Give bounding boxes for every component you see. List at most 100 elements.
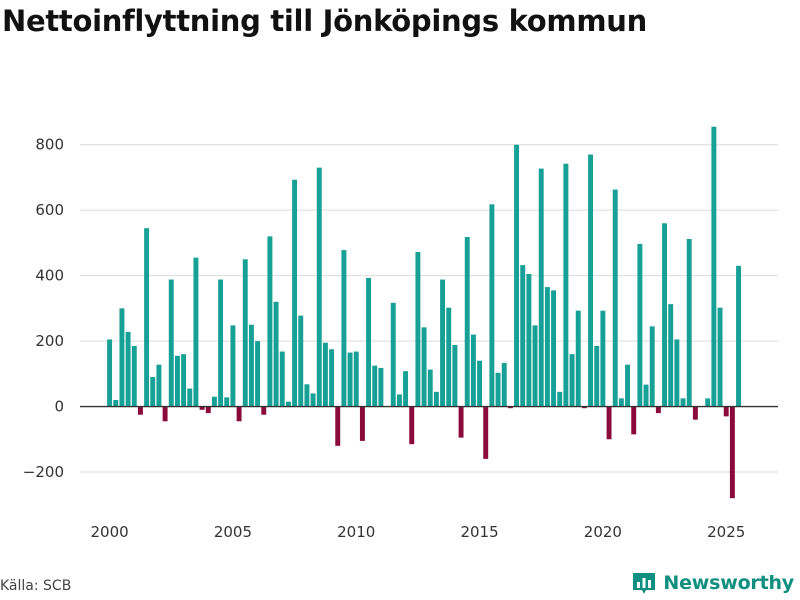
bar (711, 126, 717, 407)
bar (273, 301, 279, 407)
bar (415, 252, 421, 407)
bar (248, 324, 254, 407)
bar (292, 179, 298, 407)
bar (717, 307, 723, 407)
y-tick-label: −200 (23, 463, 64, 481)
bar (125, 331, 131, 407)
bar (298, 315, 304, 407)
bar (637, 243, 643, 407)
bar (359, 406, 365, 441)
bar (372, 365, 378, 407)
bar (131, 346, 137, 407)
bar (692, 406, 698, 420)
bar (396, 394, 402, 407)
bar (421, 327, 427, 407)
bar (255, 341, 261, 407)
bar (569, 354, 575, 407)
bar (409, 406, 415, 445)
bar (322, 342, 328, 407)
grid-lines (80, 144, 778, 473)
bar (199, 406, 205, 410)
bar (705, 398, 711, 407)
x-tick-label: 2000 (91, 523, 129, 541)
bar (662, 223, 668, 407)
y-tick-labels: −200 0 200 400 600 800 (23, 136, 64, 481)
y-tick-label: 200 (35, 332, 64, 350)
bar (341, 250, 347, 407)
bar (242, 259, 248, 407)
bar (279, 351, 285, 407)
bar (440, 279, 446, 407)
bar (304, 384, 310, 407)
bar (403, 371, 409, 407)
bar (557, 391, 563, 407)
bar (625, 364, 631, 407)
x-tick-label: 2020 (584, 523, 622, 541)
bar (489, 204, 495, 407)
bar (526, 274, 532, 407)
bar (335, 406, 341, 446)
bar (532, 325, 538, 407)
bar (538, 168, 544, 407)
bar (156, 364, 162, 407)
bar (378, 367, 384, 407)
bar (205, 406, 211, 414)
brand-logo[interactable]: Newsworthy (631, 568, 794, 598)
bar (316, 167, 322, 407)
bar (261, 406, 267, 415)
bar (507, 406, 513, 409)
bar (119, 308, 125, 407)
bar (600, 310, 606, 407)
bar (520, 265, 526, 407)
bar (618, 398, 624, 407)
bar (686, 238, 692, 407)
bar (501, 363, 507, 407)
bar (723, 406, 729, 417)
brand-name: Newsworthy (663, 572, 794, 594)
bar (347, 352, 353, 407)
bar-chart-icon (633, 573, 656, 594)
bar (606, 406, 612, 440)
bar (285, 401, 291, 407)
bar (680, 398, 686, 407)
bar (433, 391, 439, 407)
bar (668, 304, 674, 407)
bar (353, 351, 359, 407)
bar (267, 236, 273, 407)
bar (427, 369, 433, 407)
x-tick-labels: 2000 2005 2010 2015 2020 2025 (91, 523, 746, 541)
bar (211, 396, 217, 407)
bar (218, 279, 224, 407)
bar (452, 345, 458, 407)
bar (193, 257, 199, 407)
bar (736, 265, 742, 407)
source-note: Källa: SCB (0, 578, 72, 594)
bar (563, 163, 569, 407)
bar (310, 393, 316, 407)
bar (594, 346, 600, 407)
bar (230, 325, 236, 407)
bar (464, 237, 470, 407)
bar (729, 406, 735, 499)
bar (150, 377, 156, 407)
bar (674, 339, 680, 407)
bar (581, 406, 587, 409)
bar (470, 334, 476, 407)
bar (329, 349, 335, 407)
bar (649, 326, 655, 407)
bar (631, 406, 637, 435)
bar (495, 372, 501, 407)
x-tick-label: 2005 (214, 523, 252, 541)
chart-title: Nettoinflyttning till Jönköpings kommun (2, 4, 647, 38)
bar (483, 406, 489, 459)
bar-series (107, 126, 742, 499)
bar (588, 154, 594, 407)
bar (477, 360, 483, 407)
bar (390, 302, 396, 407)
bar (162, 406, 168, 422)
y-tick-label: 400 (35, 267, 64, 285)
bar (446, 307, 452, 407)
bar (187, 388, 193, 407)
bar (113, 400, 119, 407)
